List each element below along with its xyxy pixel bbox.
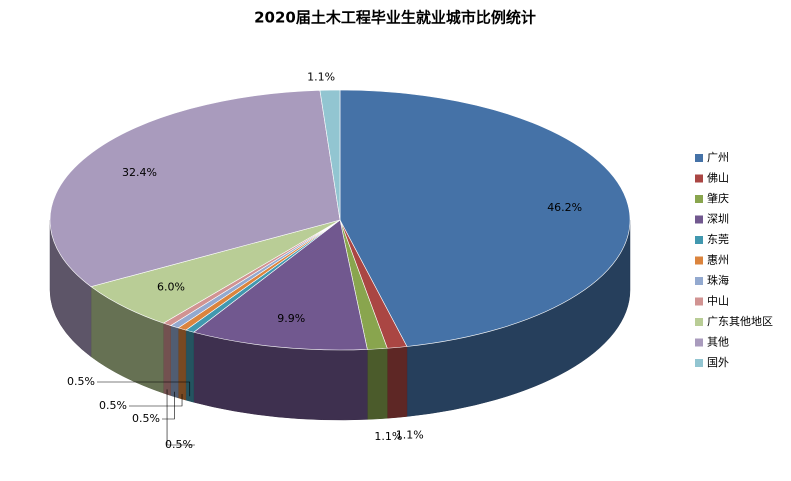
data-label: 6.0% — [157, 280, 185, 293]
legend-swatch — [695, 195, 703, 203]
data-label: 32.4% — [122, 166, 157, 179]
legend-swatch — [695, 318, 703, 326]
data-label: 46.2% — [547, 201, 582, 214]
legend-label: 珠海 — [707, 273, 729, 287]
leader-line — [162, 391, 175, 420]
pie-tops — [49, 89, 631, 351]
data-labels: 46.2%1.1%1.1%9.9%0.5%0.5%0.5%0.5%6.0%32.… — [67, 71, 582, 451]
leader-line — [97, 381, 191, 397]
data-label: 1.1% — [396, 429, 424, 442]
slice — [193, 219, 368, 351]
legend-label: 其他 — [707, 336, 729, 349]
slice — [319, 89, 341, 221]
legend-swatch — [695, 338, 703, 347]
data-label: 9.9% — [277, 312, 305, 325]
slice — [339, 89, 631, 347]
legend-swatch — [695, 215, 703, 224]
legend-swatch — [695, 174, 703, 183]
legend-swatch — [695, 256, 703, 265]
slice-side — [170, 325, 179, 399]
legend-label: 广东其他地区 — [707, 315, 773, 328]
legend-swatch — [695, 297, 703, 306]
data-label: 0.5% — [132, 412, 160, 425]
legend-swatch — [695, 154, 703, 162]
data-label: 1.1% — [307, 71, 335, 84]
pie-sides — [49, 219, 631, 421]
slice-side — [163, 322, 171, 396]
legend-swatch — [695, 236, 703, 244]
legend-label: 肇庆 — [707, 191, 729, 205]
data-label: 0.5% — [67, 375, 95, 388]
legend-label: 东莞 — [707, 233, 729, 246]
legend-label: 惠州 — [707, 253, 729, 267]
slice-side — [387, 346, 408, 419]
legend-swatch — [695, 277, 703, 285]
legend-label: 深圳 — [707, 213, 729, 226]
data-label: 1.1% — [374, 430, 402, 443]
data-label: 0.5% — [99, 399, 127, 412]
legend-label: 广州 — [707, 151, 729, 164]
legend-label: 中山 — [707, 295, 729, 308]
slice-side — [177, 327, 187, 401]
leader-line — [166, 389, 195, 446]
legend-label: 国外 — [707, 356, 729, 369]
leader-line — [129, 394, 183, 407]
data-label: 0.5% — [165, 438, 193, 451]
legend-swatch — [695, 359, 703, 367]
chart-title: 2020届土木工程毕业生就业城市比例统计 — [254, 9, 536, 27]
slice-side — [367, 347, 388, 420]
legend-label: 佛山 — [707, 172, 729, 185]
slice — [49, 90, 341, 287]
